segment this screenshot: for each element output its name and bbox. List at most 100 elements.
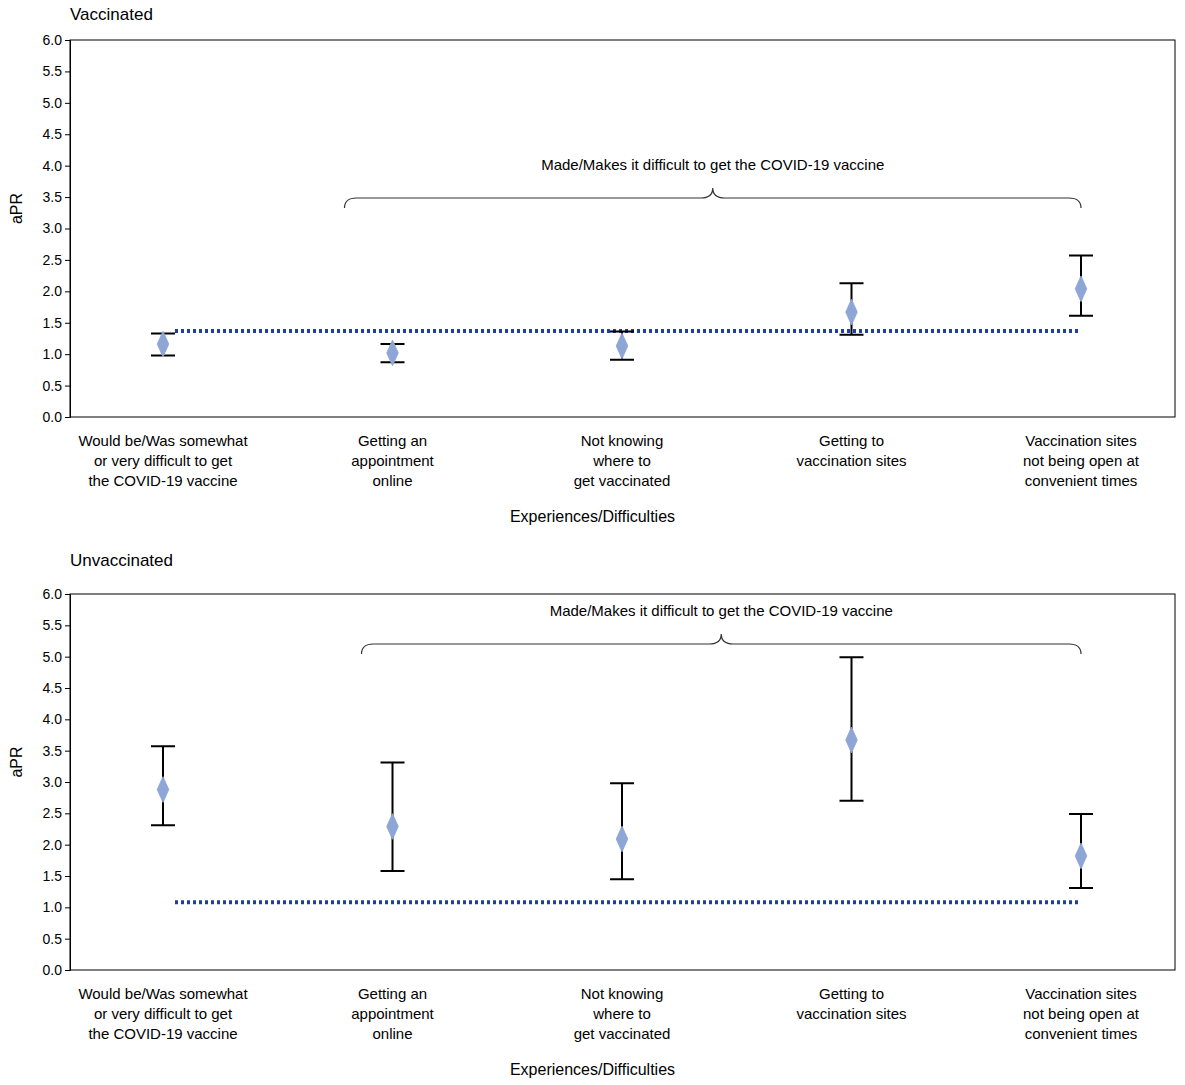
y-axis-title: aPR xyxy=(8,746,25,777)
x-tick-label: Would be/Was somewhator very difficult t… xyxy=(78,985,248,1042)
y-tick: 2.5 xyxy=(43,252,70,268)
y-tick-label: 1.5 xyxy=(43,868,63,884)
x-tick-label-line: get vaccinated xyxy=(574,472,671,489)
panel: Vaccinated0.00.51.01.52.02.53.03.54.04.5… xyxy=(8,5,1175,525)
chart-root: Vaccinated 0.0 0.5 1.0 1.5 2.0 2.5 3.0 3.5 4.0 4.5… xyxy=(0,0,1185,1085)
y-tick-label: 0.5 xyxy=(43,378,63,394)
x-tick-label: Not knowingwhere toget vaccinated xyxy=(574,432,671,489)
y-tick-label: 5.5 xyxy=(43,63,63,79)
y-tick-mark xyxy=(65,291,70,292)
x-axis-title: Experiences/Difficulties xyxy=(510,1061,675,1078)
y-tick: 6.0 xyxy=(43,586,70,602)
y-tick-mark xyxy=(65,970,70,971)
bracket xyxy=(345,188,1082,208)
y-tick: 0.0 xyxy=(43,409,70,425)
x-tick-label-line: Not knowing xyxy=(581,985,664,1002)
error-bar xyxy=(610,332,634,360)
y-tick-label: 2.5 xyxy=(43,805,63,821)
y-tick-label: 3.0 xyxy=(43,774,63,790)
y-tick: 2.0 xyxy=(43,837,70,853)
y-axis: 0.00.51.01.52.02.53.03.54.04.55.05.56.0 xyxy=(43,586,71,978)
y-tick: 3.0 xyxy=(43,220,70,236)
x-tick-label: Vaccination sitesnot being open atconven… xyxy=(1023,985,1140,1042)
y-axis: 0.00.51.01.52.02.53.03.54.04.55.05.56.0 xyxy=(43,32,71,425)
x-tick-label: Getting anappointmentonline xyxy=(351,985,434,1042)
error-bar xyxy=(610,783,634,879)
x-tick-label-line: Would be/Was somewhat xyxy=(78,432,248,449)
marks xyxy=(151,256,1093,366)
point xyxy=(616,333,628,359)
x-tick-label-line: appointment xyxy=(351,452,434,469)
y-tick-label: 2.0 xyxy=(43,283,63,299)
y-tick-mark xyxy=(65,782,70,783)
y-tick: 3.5 xyxy=(43,189,70,205)
y-tick-mark xyxy=(65,197,70,198)
y-tick-mark xyxy=(65,594,70,595)
x-tick-label-line: not being open at xyxy=(1023,1005,1140,1022)
y-tick-label: 1.0 xyxy=(43,899,63,915)
point xyxy=(1075,843,1087,869)
y-tick: 4.0 xyxy=(43,711,70,727)
y-tick-mark xyxy=(65,719,70,720)
x-tick-label-line: online xyxy=(372,472,412,489)
x-tick-label-line: appointment xyxy=(351,1005,434,1022)
y-tick-label: 3.0 xyxy=(43,220,63,236)
x-tick-label: Getting to vaccination sites xyxy=(796,432,906,469)
error-bar xyxy=(840,657,864,801)
y-tick: 5.0 xyxy=(43,649,70,665)
annotation: Made/Makes it difficult to get the COVID… xyxy=(541,156,884,173)
x-tick-label-line: online xyxy=(372,1025,412,1042)
y-tick-mark xyxy=(65,40,70,41)
x-tick-label-line: Would be/Was somewhat xyxy=(78,985,248,1002)
y-tick-label: 4.5 xyxy=(43,680,63,696)
y-tick: 1.0 xyxy=(43,899,70,915)
y-tick: 0.5 xyxy=(43,931,70,947)
point xyxy=(846,299,858,325)
y-tick-mark xyxy=(65,751,70,752)
y-tick: 6.0 xyxy=(43,32,70,48)
x-tick-label-line: the COVID-19 vaccine xyxy=(88,1025,237,1042)
y-tick-label: 5.0 xyxy=(43,649,63,665)
y-tick: 4.5 xyxy=(43,126,70,142)
annotation: Made/Makes it difficult to get the COVID… xyxy=(550,602,893,619)
y-tick-mark xyxy=(65,845,70,846)
y-tick-label: 4.5 xyxy=(43,126,63,142)
x-tick-label-line: Not knowing xyxy=(581,432,664,449)
y-tick-mark xyxy=(65,625,70,626)
point xyxy=(616,826,628,852)
x-tick-label: Not knowing where to get vaccinated xyxy=(574,985,671,1042)
y-tick-mark xyxy=(65,103,70,104)
x-tick-label-line: Getting to xyxy=(819,432,884,449)
y-tick-mark xyxy=(65,417,70,418)
y-tick: 0.0 xyxy=(43,962,70,978)
error-bar xyxy=(151,746,175,825)
y-tick-mark xyxy=(65,71,70,72)
y-axis-title: aPR xyxy=(8,193,25,224)
x-tick-label: Vaccination sitesnot being open atconven… xyxy=(1023,432,1140,489)
x-tick-label-line: get vaccinated xyxy=(574,1025,671,1042)
error-bar xyxy=(840,283,864,335)
y-tick-label: 6.0 xyxy=(43,586,63,602)
x-tick-label-line: Vaccination sites xyxy=(1025,985,1136,1002)
panel-title: Vaccinated xyxy=(70,5,153,24)
y-tick: 2.0 xyxy=(43,283,70,299)
x-tick-label-line: vaccination sites xyxy=(796,452,906,469)
y-tick: 4.0 xyxy=(43,158,70,174)
y-tick-mark xyxy=(65,166,70,167)
x-tick-label-line: where to xyxy=(592,1005,651,1022)
y-tick: 5.0 xyxy=(43,95,70,111)
y-tick-mark xyxy=(65,354,70,355)
y-tick: 3.0 xyxy=(43,774,70,790)
y-axis-line xyxy=(65,41,71,418)
y-tick-mark xyxy=(65,939,70,940)
y-tick-mark xyxy=(65,260,70,261)
point xyxy=(1075,276,1087,302)
y-tick-label: 3.5 xyxy=(43,189,63,205)
y-tick-label: 1.5 xyxy=(43,315,63,331)
point xyxy=(157,777,169,803)
y-tick: 1.5 xyxy=(43,315,70,331)
marks xyxy=(151,657,1093,902)
y-tick-label: 2.0 xyxy=(43,837,63,853)
y-tick-label: 0.5 xyxy=(43,931,63,947)
point xyxy=(387,814,399,840)
